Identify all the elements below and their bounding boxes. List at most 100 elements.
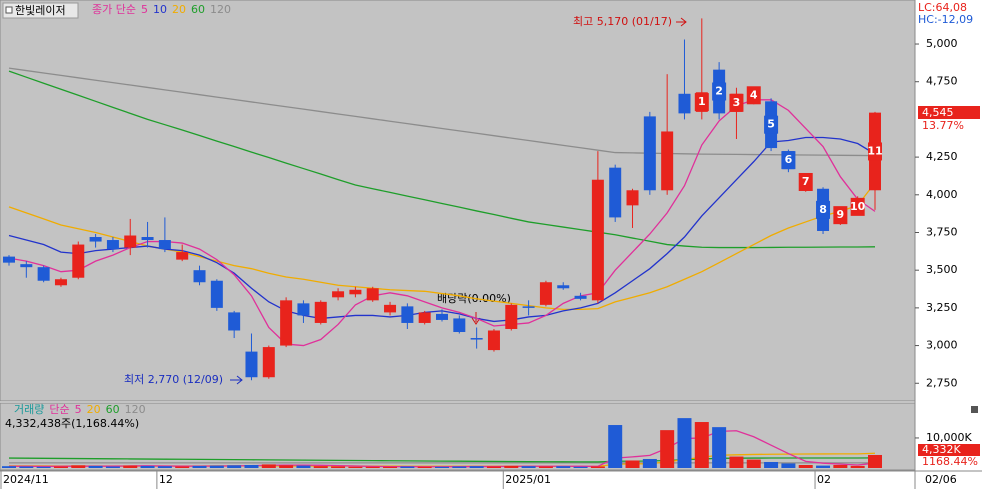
legend-entry: 120 xyxy=(210,3,231,16)
y-tick-label: 5,000 xyxy=(926,37,958,50)
count-box xyxy=(798,172,813,191)
volume-bar xyxy=(625,460,640,468)
candle-body xyxy=(539,282,552,305)
count-label: 7 xyxy=(802,175,810,188)
volume-bar xyxy=(608,425,623,468)
hc-label: HC:-12,09 xyxy=(918,13,973,26)
volume-bar xyxy=(798,464,813,468)
count-box xyxy=(816,200,831,219)
volume-bar xyxy=(227,465,242,468)
candle-body xyxy=(574,295,587,299)
legend-entry: 5 xyxy=(75,403,82,416)
legend-entry: 20 xyxy=(87,403,101,416)
candle-body xyxy=(626,190,639,206)
candle-body xyxy=(176,252,189,260)
count-label: 1 xyxy=(698,95,706,108)
x-tick-label: 02 xyxy=(817,473,831,486)
x-tick-label: 2024/11 xyxy=(3,473,49,486)
volume-bar xyxy=(71,465,86,468)
volume-bar xyxy=(660,430,675,468)
volume-bar xyxy=(538,466,553,468)
count-box xyxy=(850,197,865,216)
candle-body xyxy=(228,312,241,331)
candle-body xyxy=(210,280,223,308)
stock-name: 한빛레이저 xyxy=(15,4,66,17)
high-arrow xyxy=(676,17,687,27)
volume-bar xyxy=(157,466,172,468)
volume-bar xyxy=(521,466,536,468)
ma-line xyxy=(8,70,876,249)
candle-body xyxy=(158,240,171,250)
low-note: 최저 2,770 (12/09) xyxy=(124,373,223,386)
volume-bar xyxy=(729,456,744,468)
candle-body xyxy=(384,304,397,313)
volume-bar xyxy=(383,466,398,468)
volume-bar xyxy=(504,465,519,468)
volume-ma-line xyxy=(8,430,876,468)
volume-bar xyxy=(261,464,276,468)
candle-body xyxy=(436,313,448,320)
high-note: 최고 5,170 (01/17) xyxy=(573,15,672,28)
volume-bar xyxy=(573,466,588,468)
candle-body xyxy=(661,131,674,191)
candle-body xyxy=(366,288,379,301)
volume-bar xyxy=(88,465,103,468)
count-label: 8 xyxy=(819,203,827,216)
candle-body xyxy=(609,167,622,218)
volume-change-label: 1168.44% xyxy=(922,455,978,468)
volume-bar xyxy=(781,463,796,468)
count-box xyxy=(694,93,709,112)
volume-bar xyxy=(279,465,294,468)
candle-body xyxy=(280,300,293,346)
volume-bar xyxy=(244,464,259,468)
candle-body xyxy=(591,179,604,301)
volume-bar xyxy=(313,466,328,468)
candle-body xyxy=(297,303,310,316)
close-tag xyxy=(918,106,980,119)
y-tick-label: 10,000K xyxy=(926,431,972,444)
y-tick-label: 3,500 xyxy=(926,263,958,276)
volume-bar xyxy=(746,459,761,468)
legend-entry: 10 xyxy=(153,3,167,16)
y-tick-label: 3,000 xyxy=(926,339,958,352)
lc-label: LC:64,08 xyxy=(918,1,967,14)
candle-body xyxy=(72,244,85,278)
volume-last-label: 4,332K xyxy=(922,443,961,456)
candle-body xyxy=(643,116,656,191)
volume-bar xyxy=(348,466,363,468)
volume-bar xyxy=(850,465,865,468)
volume-bar xyxy=(642,458,657,468)
y-tick-label: 4,250 xyxy=(926,150,958,163)
volume-bar xyxy=(2,466,16,468)
candle-body xyxy=(332,291,345,298)
count-box xyxy=(781,151,796,170)
count-box xyxy=(833,206,848,225)
volume-bar xyxy=(469,466,484,468)
candle-body xyxy=(124,235,137,248)
candle-body xyxy=(89,237,102,242)
checkbox xyxy=(5,6,13,14)
count-label: 4 xyxy=(750,88,758,101)
candle-body xyxy=(401,306,414,323)
panel-icon xyxy=(971,406,978,413)
volume-bar xyxy=(123,465,138,468)
candle-body xyxy=(349,289,362,295)
volume-bar xyxy=(694,422,709,468)
legend-entry: 종가 단순 xyxy=(92,3,136,16)
candle-body xyxy=(20,264,33,268)
legend-entry: 5 xyxy=(141,3,148,16)
candle-body xyxy=(470,338,483,340)
legend-entry: 120 xyxy=(125,403,146,416)
volume-bar xyxy=(19,466,34,468)
count-label: 6 xyxy=(785,153,793,166)
y-tick-label: 3,250 xyxy=(926,301,958,314)
volume-tag xyxy=(918,444,980,456)
candle-body xyxy=(487,330,500,351)
volume-bar xyxy=(764,461,779,468)
candle-body xyxy=(54,279,67,286)
volume-info: 4,332,438주(1,168.44%) xyxy=(5,417,139,430)
x-tick-label: 12 xyxy=(159,473,173,486)
count-label: 5 xyxy=(767,118,775,131)
count-label: 2 xyxy=(715,85,723,98)
ma-line xyxy=(8,67,876,157)
